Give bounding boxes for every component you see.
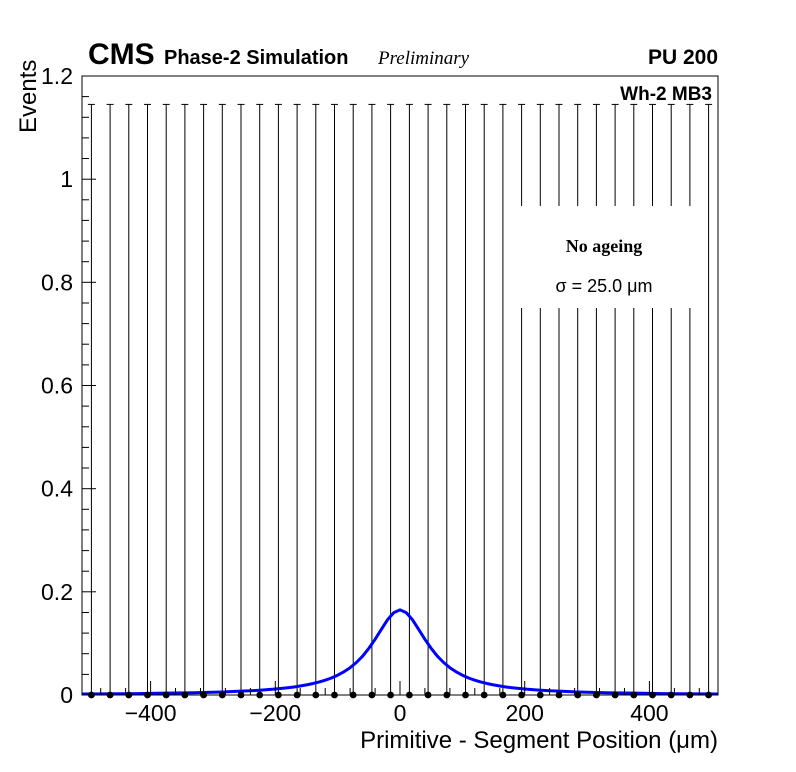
data-markers xyxy=(88,691,712,699)
y-tick-label: 0 xyxy=(60,682,73,708)
cms-logo-text: CMS xyxy=(88,38,155,71)
x-tick-label: 200 xyxy=(506,700,544,726)
y-tick-label: 0.8 xyxy=(41,269,73,295)
x-tick-label: 0 xyxy=(394,700,407,726)
y-tick-label: 1.2 xyxy=(41,63,73,89)
fit-curve xyxy=(81,608,719,696)
x-tick-labels: −400 −200 0 200 400 xyxy=(125,700,669,726)
y-axis-title: Events xyxy=(15,60,42,133)
y-axis-ticks xyxy=(82,75,96,696)
y-tick-label: 0.2 xyxy=(41,579,73,605)
x-axis-ticks xyxy=(100,681,700,695)
plot-frame xyxy=(81,75,719,696)
chart-layer: −400 −200 0 200 400 0 0.2 0.4 0.6 0.8 1 1.2 xyxy=(41,63,719,726)
preliminary-label: Preliminary xyxy=(377,48,470,69)
legend-no-ageing-label: No ageing xyxy=(566,236,643,256)
y-tick-labels: 0 0.2 0.4 0.6 0.8 1 1.2 xyxy=(41,63,73,708)
y-tick-label: 1 xyxy=(60,166,73,192)
y-tick-label: 0.4 xyxy=(41,476,73,502)
pileup-label: PU 200 xyxy=(648,46,718,69)
y-tick-label: 0.6 xyxy=(41,373,73,399)
x-tick-label: 400 xyxy=(630,700,668,726)
simulation-label: Phase-2 Simulation xyxy=(164,47,349,69)
x-tick-label: −400 xyxy=(125,700,177,726)
legend-sigma-label: σ = 25.0 μm xyxy=(555,276,652,296)
error-bars xyxy=(87,103,713,695)
x-tick-label: −200 xyxy=(249,700,301,726)
legend-box xyxy=(506,206,706,308)
region-label: Wh-2 MB3 xyxy=(620,84,712,105)
x-axis-title: Primitive - Segment Position (μm) xyxy=(360,727,718,754)
